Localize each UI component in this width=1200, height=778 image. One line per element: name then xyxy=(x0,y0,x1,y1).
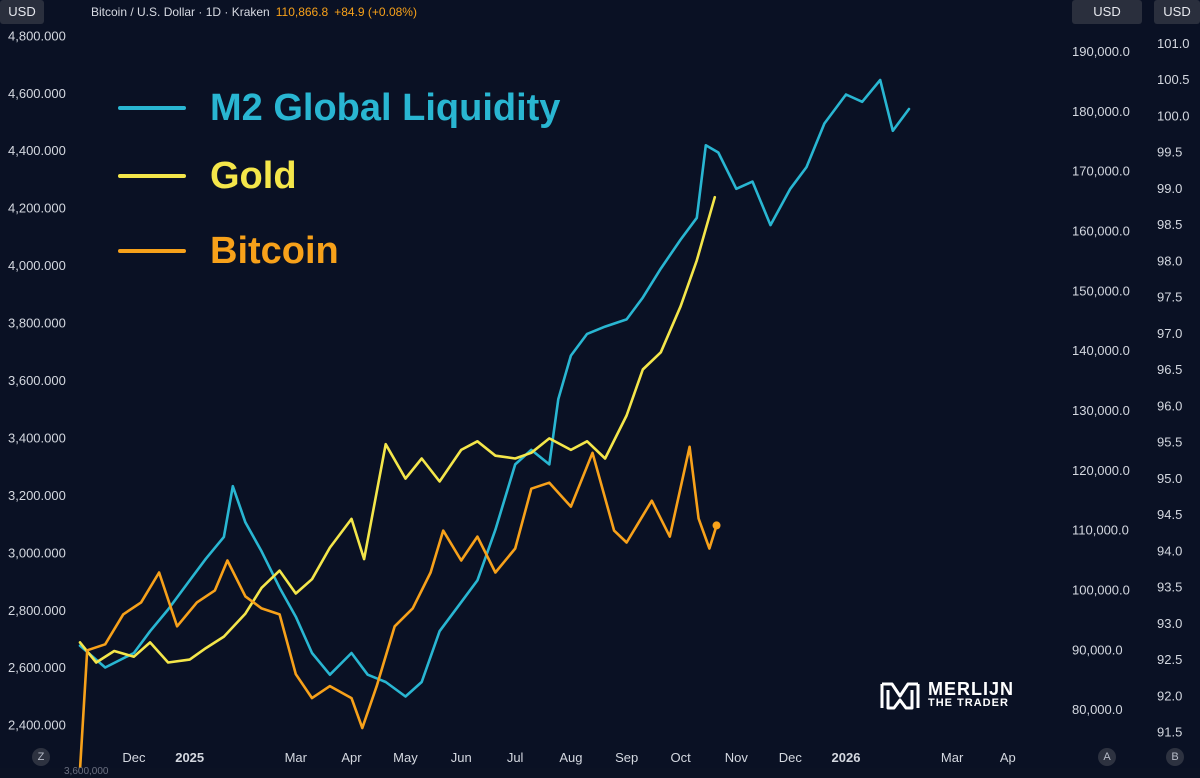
bitcoin-axis-tick-label: 170,000.0 xyxy=(1072,164,1130,179)
m2-axis-tick-label: 95.0 xyxy=(1157,471,1182,486)
gold-axis-tick-label: 2,600.000 xyxy=(8,660,66,675)
legend-gold-swatch xyxy=(118,174,186,178)
m2-axis-tick-label: 94.5 xyxy=(1157,507,1182,522)
bitcoin-axis-tick-label: 140,000.0 xyxy=(1072,343,1130,358)
gold-axis-tick-label: 2,800.000 xyxy=(8,603,66,618)
lower-pane-label: 3,600,000 xyxy=(64,766,109,777)
gold-axis-tick-label: 4,200.000 xyxy=(8,201,66,216)
m2-axis-tick-label: 99.0 xyxy=(1157,181,1182,196)
gold-axis-tick-label: 3,800.000 xyxy=(8,316,66,331)
gold-axis-tick-label: 2,400.000 xyxy=(8,718,66,733)
zoom-button[interactable]: Z xyxy=(32,748,50,766)
time-axis-label: May xyxy=(393,750,418,765)
time-axis-label: Dec xyxy=(122,750,146,765)
ticker-change: +84.9 (+0.08%) xyxy=(334,5,417,19)
legend-gold-label: Gold xyxy=(210,154,297,197)
bitcoin-axis-tick-label: 150,000.0 xyxy=(1072,283,1130,298)
time-axis-label: 2025 xyxy=(175,750,204,765)
bitcoin-axis-tick-label: 130,000.0 xyxy=(1072,403,1130,418)
bitcoin-axis-tick-label: 120,000.0 xyxy=(1072,463,1130,478)
lower-pane-strip: 3,600,000 xyxy=(0,766,1200,778)
legend-gold: Gold xyxy=(118,146,297,206)
m2-axis-tick-label: 98.0 xyxy=(1157,253,1182,268)
time-axis-label: 2026 xyxy=(832,750,861,765)
m2-axis-tick-label: 98.5 xyxy=(1157,217,1182,232)
m2-axis-tick-label: 96.5 xyxy=(1157,362,1182,377)
bitcoin-axis-tick-label: 160,000.0 xyxy=(1072,223,1130,238)
time-axis-label: Mar xyxy=(941,750,964,765)
bitcoin-axis-tick-label: 110,000.0 xyxy=(1072,523,1129,538)
time-axis-label: Dec xyxy=(779,750,803,765)
logo-line1: MERLIJN xyxy=(928,679,1015,699)
gold-axis-tick-label: 4,400.000 xyxy=(8,143,66,158)
bitcoin-last-price-dot xyxy=(712,521,721,530)
m2-axis-tick-label: 92.5 xyxy=(1157,652,1182,667)
time-axis-label: Ap xyxy=(1000,750,1016,765)
m2-axis-tick-label: 92.0 xyxy=(1157,688,1182,703)
legend-bitcoin-label: Bitcoin xyxy=(210,229,339,272)
gold-axis-tick-label: 4,000.000 xyxy=(8,258,66,273)
m2-global-liquidity-series-line xyxy=(78,78,911,698)
legend-m2-label: M2 Global Liquidity xyxy=(210,86,561,129)
bitcoin-axis-ticks: 80,000.0 90,000.0 100,000.0 110,000.0 120,00… xyxy=(1072,44,1130,717)
merlijn-logo: MERLIJN THE TRADER xyxy=(878,680,1014,712)
bitcoin-unit-badge[interactable]: USD xyxy=(1072,0,1142,24)
gold-axis-tick-label: 3,600.000 xyxy=(8,373,66,388)
left-unit-badge[interactable]: USD xyxy=(0,0,44,24)
m2-axis-tick-label: 100.5 xyxy=(1157,72,1190,87)
gold-axis-tick-label: 3,000.000 xyxy=(8,545,66,560)
m2-axis-tick-label: 95.5 xyxy=(1157,435,1182,450)
m2-axis-tick-label: 96.0 xyxy=(1157,398,1182,413)
logo-line2: THE TRADER xyxy=(928,697,1009,709)
ticker-symbol: Bitcoin / U.S. Dollar · 1D · Kraken xyxy=(91,5,270,19)
m2-axis-tick-label: 94.0 xyxy=(1157,543,1182,558)
time-axis-label: Mar xyxy=(285,750,308,765)
time-axis-label: Sep xyxy=(615,750,638,765)
bitcoin-series-line xyxy=(78,445,718,772)
time-axis-label: Nov xyxy=(725,750,749,765)
bitcoin-axis-tick-label: 80,000.0 xyxy=(1072,702,1123,717)
bitcoin-axis-tick-label: 180,000.0 xyxy=(1072,104,1130,119)
bitcoin-axis-tick-label: 90,000.0 xyxy=(1072,642,1123,657)
m2-axis-tick-label: 93.0 xyxy=(1157,616,1182,631)
bitcoin-axis-tick-label: 100,000.0 xyxy=(1072,582,1130,597)
merlijn-logo-text: MERLIJN THE TRADER xyxy=(928,679,1015,710)
gold-axis-tick-label: 3,200.000 xyxy=(8,488,66,503)
gold-axis-tick-label: 4,800.000 xyxy=(8,28,66,43)
time-axis-ticks: Dec 2025 Mar Apr May Jun Jul Aug Sep Oct Nov Dec 202… xyxy=(122,750,1015,765)
legend-bitcoin: Bitcoin xyxy=(118,221,339,281)
time-axis-label: Jul xyxy=(507,750,524,765)
m2-axis-tick-label: 101.0 xyxy=(1157,36,1190,51)
gold-axis-tick-label: 4,600.000 xyxy=(8,86,66,101)
m2-unit-badge[interactable]: USD xyxy=(1154,0,1200,24)
series-layer xyxy=(78,78,911,772)
m2-axis-tick-label: 91.5 xyxy=(1157,725,1182,740)
time-axis-label: Apr xyxy=(341,750,362,765)
m2-axis-tick-label: 93.5 xyxy=(1157,580,1182,595)
ticker-price: 110,866.8 xyxy=(275,5,329,19)
m2-axis-tick-label: 99.5 xyxy=(1157,145,1182,160)
b-scale-button[interactable]: B xyxy=(1166,748,1184,766)
legend-bitcoin-swatch xyxy=(118,249,186,253)
legend-m2: M2 Global Liquidity xyxy=(118,78,560,138)
merlijn-logo-mark xyxy=(880,682,920,710)
time-axis-label: Oct xyxy=(670,750,691,765)
left-axis-ticks: 2,400.000 2,600.000 2,800.000 3,000.000 3,20… xyxy=(8,28,66,732)
legend-m2-swatch xyxy=(118,106,186,110)
m2-axis-tick-label: 97.5 xyxy=(1157,290,1182,305)
m2-axis-tick-label: 100.0 xyxy=(1157,108,1190,123)
m2-axis-tick-label: 97.0 xyxy=(1157,326,1182,341)
gold-series-line xyxy=(78,195,717,664)
m2-axis-ticks: 91.5 92.0 92.5 93.0 93.5 94.0 94.5 95.0 95.5 96.0… xyxy=(1157,36,1190,740)
bitcoin-axis-tick-label: 190,000.0 xyxy=(1072,44,1130,59)
time-axis-label: Aug xyxy=(559,750,582,765)
time-axis-label: Jun xyxy=(451,750,472,765)
auto-scale-button[interactable]: A xyxy=(1098,748,1116,766)
ticker-bar: Bitcoin / U.S. Dollar · 1D · Kraken 110,8… xyxy=(91,5,417,19)
gold-axis-tick-label: 3,400.000 xyxy=(8,430,66,445)
